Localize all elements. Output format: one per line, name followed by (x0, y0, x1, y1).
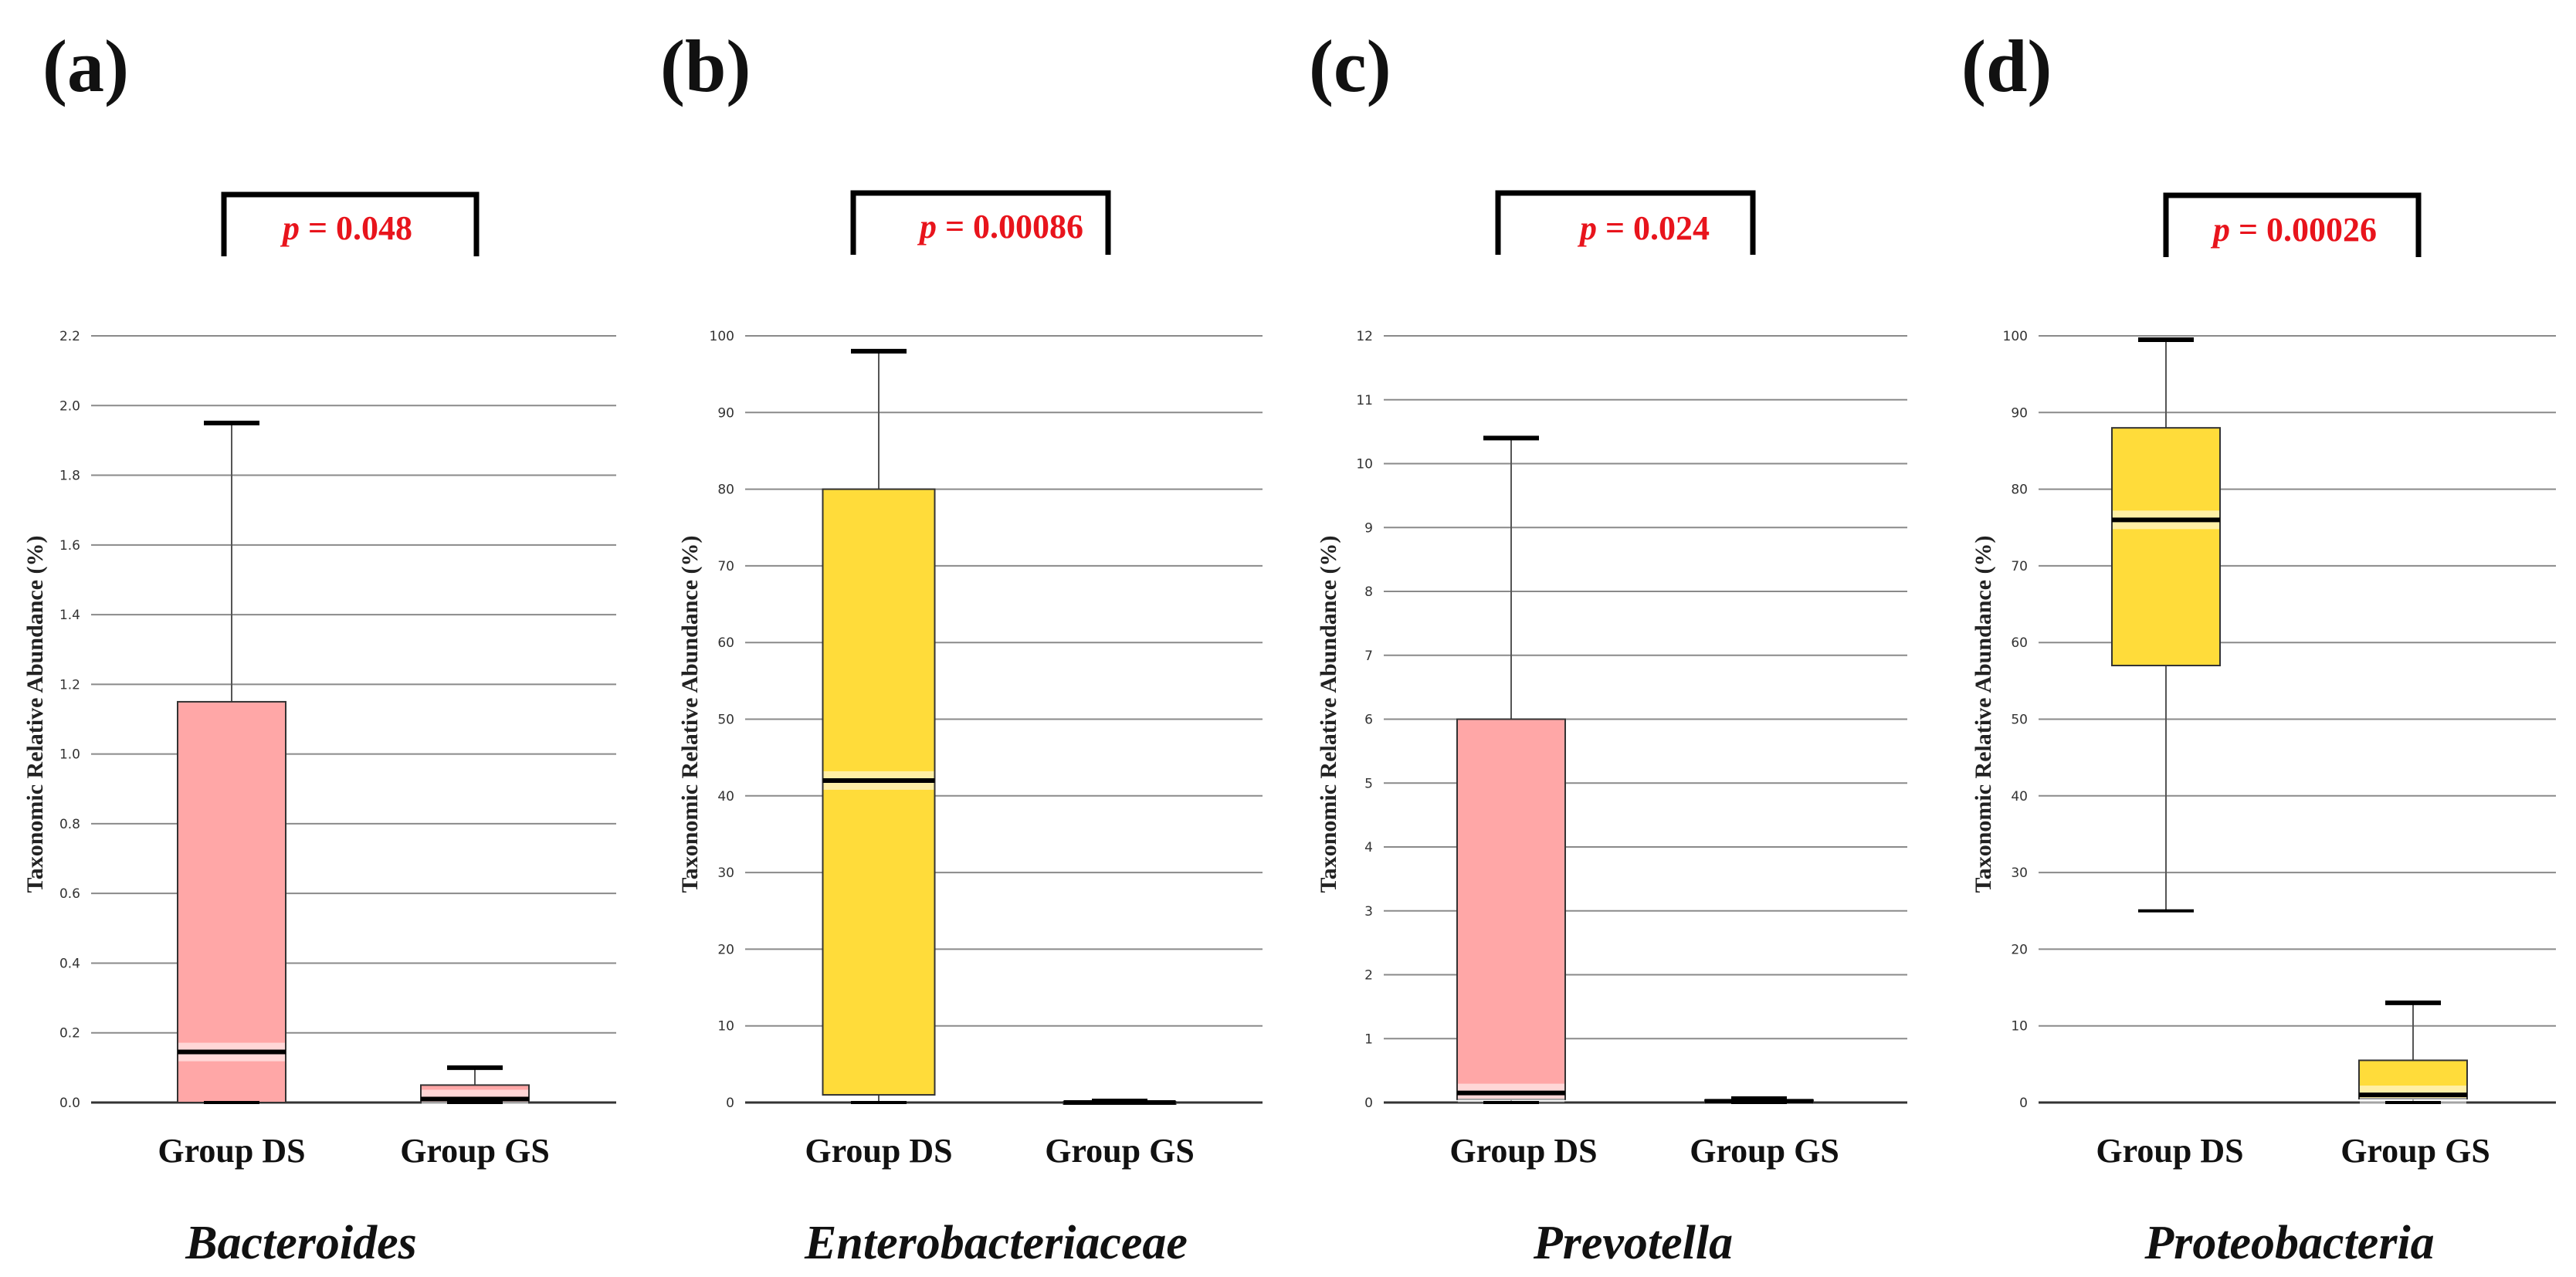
y-tick-label: 100 (2003, 329, 2028, 344)
significance-bracket (221, 191, 480, 256)
y-tick-label: 8 (1364, 584, 1373, 600)
panel-label: (b) (660, 25, 751, 107)
y-axis-label: Taxonomic Relative Abundance (%) (22, 535, 48, 893)
y-tick-label: 90 (717, 405, 734, 421)
y-tick-label: 0 (726, 1096, 734, 1111)
p-value: p = 0.024 (1577, 209, 1710, 247)
y-tick-label: 60 (717, 635, 734, 651)
y-tick-label: 1.0 (59, 747, 80, 763)
significance-bracket (1495, 190, 1756, 255)
y-tick-label: 2.2 (59, 329, 80, 344)
plot-area: 0 10 20 30 40 50 60 70 80 90 100 (710, 190, 1263, 1112)
y-tick-label: 60 (2011, 635, 2028, 651)
y-tick-label: 0.6 (59, 886, 80, 902)
p-value: p = 0.00026 (2210, 211, 2377, 249)
iqr-box (2111, 427, 2221, 666)
panel-label: (d) (1961, 25, 2052, 107)
y-tick-label: 1 (1364, 1031, 1373, 1047)
y-tick-label: 10 (717, 1019, 734, 1035)
y-tick-label: 70 (2011, 559, 2028, 574)
y-tick-label: 1.8 (59, 469, 80, 484)
y-tick-label: 30 (717, 865, 734, 881)
y-tick-label: 11 (1356, 393, 1373, 408)
plot-area: 0.0 0.2 0.4 0.6 0.8 1.0 1.2 1.4 1.6 1.8 2.0 2.2 (59, 191, 616, 1111)
y-tick-label: 70 (717, 559, 734, 574)
y-tick-label: 50 (717, 713, 734, 728)
y-tick-label: 2 (1364, 968, 1373, 984)
panel-a: (a) p = 0.048 Taxonomic Relative Abundan… (22, 25, 616, 1269)
category-label-ds: Group DS (158, 1132, 305, 1170)
plot-area: 0 10 20 30 40 50 60 70 80 90 100 (2003, 192, 2556, 1111)
y-tick-label: 80 (2011, 483, 2028, 498)
panel-c: (c) p = 0.024 Taxonomic Relative Abundan… (1309, 25, 1907, 1269)
y-tick-label: 50 (2011, 713, 2028, 728)
y-tick-label: 0.8 (59, 817, 80, 832)
iqr-box (177, 700, 286, 1103)
box-group-ds (177, 420, 286, 1104)
y-tick-label: 2.0 (59, 398, 80, 414)
y-axis-label: Taxonomic Relative Abundance (%) (677, 535, 703, 893)
panel-label: (a) (42, 25, 129, 107)
y-tick-label: 1.4 (59, 608, 80, 623)
y-tick-label: 40 (717, 789, 734, 804)
y-tick-label: 0.4 (59, 956, 80, 971)
p-value: p = 0.048 (280, 209, 412, 247)
y-tick-label: 7 (1364, 649, 1373, 664)
significance-bracket (850, 190, 1111, 255)
taxon-label: Proteobacteria (2144, 1217, 2434, 1269)
y-tick-label: 80 (717, 483, 734, 498)
category-label-gs: Group GS (2340, 1132, 2490, 1170)
taxon-label: Prevotella (1533, 1217, 1733, 1269)
box-group-ds (822, 348, 936, 1104)
y-tick-label: 30 (2011, 865, 2028, 881)
taxon-label: Bacteroides (185, 1217, 417, 1269)
category-label-ds: Group DS (805, 1132, 952, 1170)
y-tick-label: 0.2 (59, 1026, 80, 1042)
y-tick-label: 0.0 (59, 1096, 80, 1111)
panel-d: (d) p = 0.00026 Taxonomic Relative Abund… (1961, 25, 2556, 1269)
box-group-gs (420, 1065, 530, 1109)
y-tick-label: 12 (1356, 329, 1373, 344)
y-tick-label: 100 (710, 329, 734, 344)
y-tick-label: 1.6 (59, 538, 80, 554)
category-label-ds: Group DS (2096, 1132, 2243, 1170)
y-tick-label: 20 (717, 942, 734, 957)
category-label-gs: Group GS (1690, 1132, 1839, 1170)
category-label-gs: Group GS (400, 1132, 550, 1170)
y-tick-label: 4 (1364, 840, 1373, 855)
box-group-ds (1456, 435, 1566, 1104)
y-tick-label: 6 (1364, 713, 1373, 728)
taxon-label: Enterobacteriaceae (804, 1217, 1188, 1269)
y-tick-label: 0 (2019, 1096, 2028, 1111)
box-group-gs (1704, 1092, 1814, 1111)
y-tick-label: 1.2 (59, 677, 80, 693)
y-tick-label: 9 (1364, 520, 1373, 536)
box-group-gs (1063, 1093, 1177, 1112)
panel-b: (b) p = 0.00086 Taxonomic Relative Abund… (660, 25, 1263, 1269)
y-tick-label: 3 (1364, 904, 1373, 920)
y-axis-label: Taxonomic Relative Abundance (%) (1316, 535, 1341, 893)
significance-bracket (2163, 192, 2422, 257)
y-tick-label: 40 (2011, 789, 2028, 804)
iqr-box (1456, 718, 1566, 1100)
iqr-box (822, 488, 936, 1096)
panel-label: (c) (1309, 25, 1391, 107)
y-axis-label: Taxonomic Relative Abundance (%) (1971, 535, 1996, 893)
y-tick-label: 0 (1364, 1096, 1373, 1111)
y-tick-label: 10 (1356, 457, 1373, 473)
y-tick-label: 20 (2011, 942, 2028, 957)
y-tick-label: 5 (1364, 776, 1373, 791)
category-label-gs: Group GS (1045, 1132, 1195, 1170)
y-tick-label: 10 (2011, 1019, 2028, 1035)
p-value: p = 0.00086 (917, 208, 1083, 246)
box-group-gs (2358, 1000, 2468, 1105)
category-label-ds: Group DS (1449, 1132, 1597, 1170)
box-group-ds (2111, 337, 2221, 913)
y-tick-label: 90 (2011, 405, 2028, 421)
